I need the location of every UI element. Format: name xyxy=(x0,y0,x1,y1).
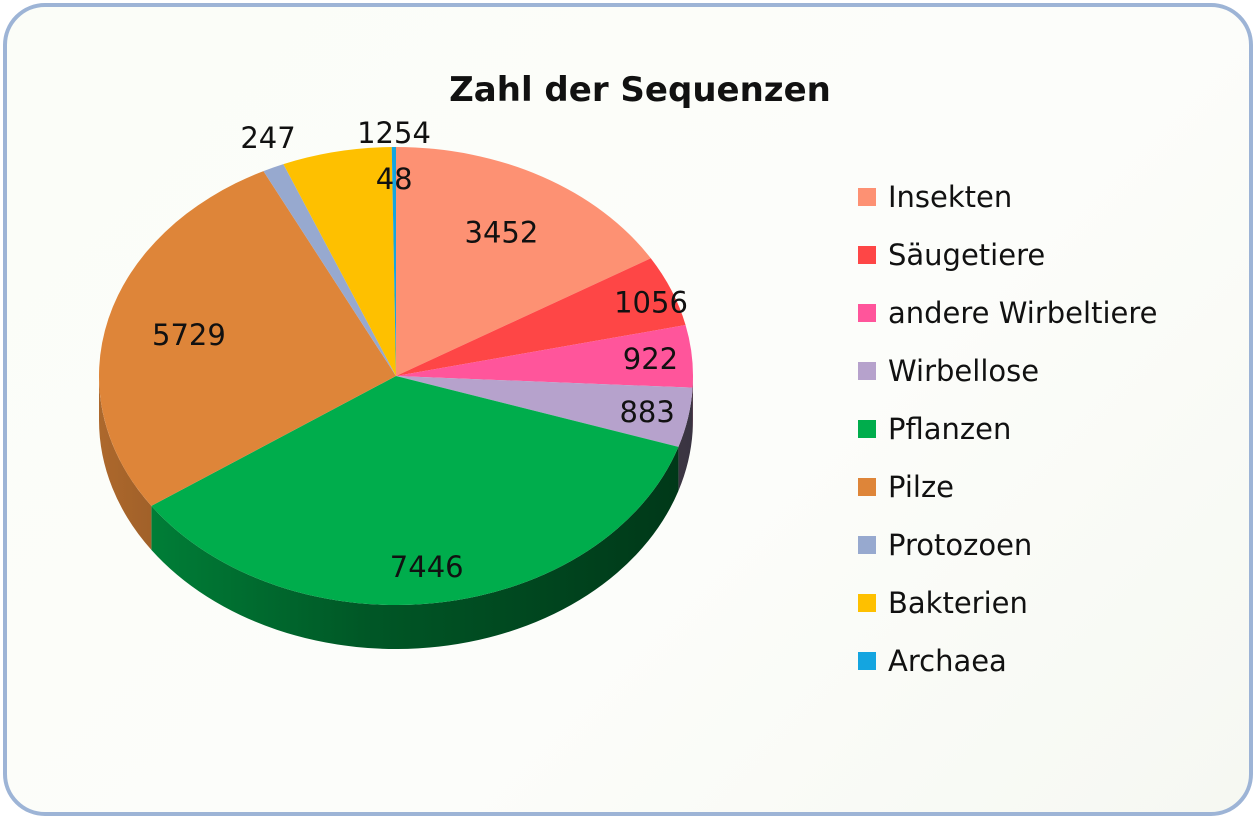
legend-swatch xyxy=(858,594,876,612)
legend-swatch xyxy=(858,652,876,670)
legend-swatch xyxy=(858,246,876,264)
slice-pflanzen-value-label: 7446 xyxy=(390,550,464,584)
slice-pflanzen xyxy=(151,376,679,605)
slice-andere-wirbeltiere-value-label: 922 xyxy=(623,342,678,376)
slice-s-ugetiere-value-label: 1056 xyxy=(614,286,688,320)
slice-insekten-value-label: 3452 xyxy=(465,216,539,250)
legend-item-bakterien: Bakterien xyxy=(858,574,1157,632)
legend-item-archaea: Archaea xyxy=(858,632,1157,690)
legend-item-pilze: Pilze xyxy=(858,458,1157,516)
legend-item-saeugetiere: Säugetiere xyxy=(858,226,1157,284)
legend-swatch xyxy=(858,420,876,438)
legend-swatch xyxy=(858,478,876,496)
slice-wirbellose-side xyxy=(678,387,693,491)
slice-archaea xyxy=(391,147,396,376)
slice-wirbellose-value-label: 883 xyxy=(619,395,674,429)
slice-pflanzen-side xyxy=(151,446,679,650)
legend-swatch xyxy=(858,536,876,554)
slice-wirbellose xyxy=(396,376,693,447)
slice-protozoen-value-label: 247 xyxy=(240,121,295,155)
slice-andere-wirbeltiere xyxy=(396,325,693,388)
slice-protozoen xyxy=(263,164,396,376)
legend-swatch xyxy=(858,188,876,206)
legend-item-pflanzen: Pflanzen xyxy=(858,400,1157,458)
chart-title: Zahl der Sequenzen xyxy=(449,70,831,110)
slice-pilze-value-label: 5729 xyxy=(152,318,226,352)
slice-archaea-value-label: 48 xyxy=(376,162,413,196)
legend-item-wirbellose: Wirbellose xyxy=(858,342,1157,400)
legend-item-protozoen: Protozoen xyxy=(858,516,1157,574)
legend-swatch xyxy=(858,362,876,380)
legend-swatch xyxy=(858,304,876,322)
slice-pilze xyxy=(99,171,396,506)
legend-item-andere-wirbeltiere: andere Wirbeltiere xyxy=(858,284,1157,342)
slice-bakterien xyxy=(283,147,396,376)
legend-item-insekten: Insekten xyxy=(858,168,1157,226)
slice-s-ugetiere xyxy=(396,258,686,376)
legend: Insekten Säugetiere andere Wirbeltiere W… xyxy=(858,168,1157,690)
slice-bakterien-value-label: 1254 xyxy=(357,116,431,150)
slice-pilze-side xyxy=(99,376,152,550)
slice-insekten xyxy=(396,147,651,376)
